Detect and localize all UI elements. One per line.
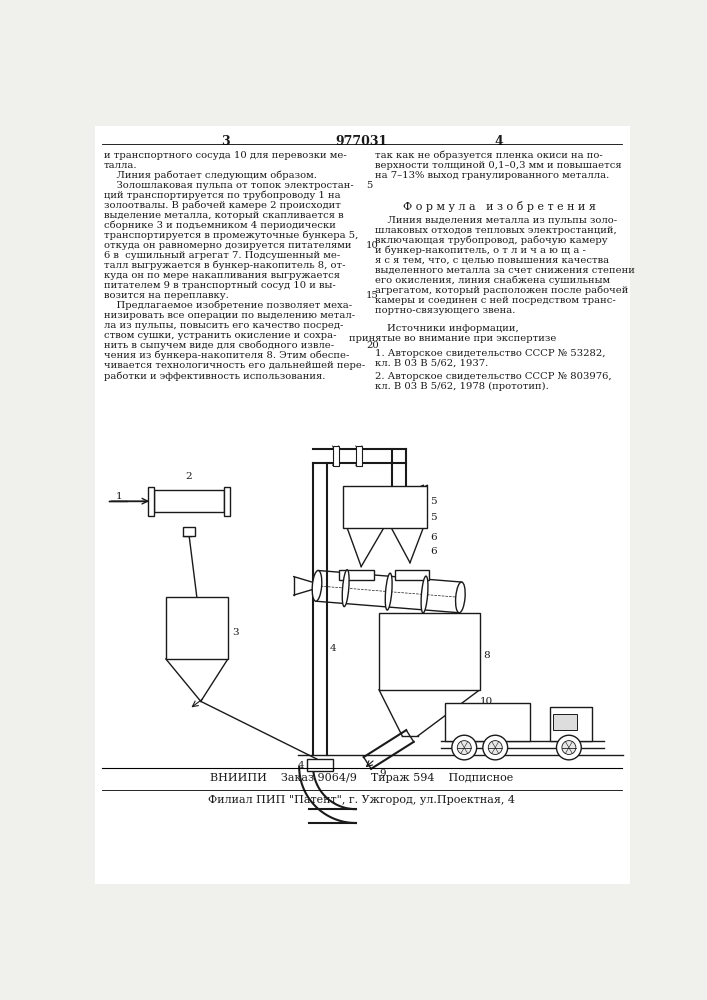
Bar bbox=[332, 446, 339, 466]
Text: ством сушки, устранить окисление и сохра-: ством сушки, устранить окисление и сохра… bbox=[104, 331, 337, 340]
Text: кл. В 03 В 5/62, 1937.: кл. В 03 В 5/62, 1937. bbox=[375, 359, 489, 368]
Text: 10: 10 bbox=[480, 698, 493, 706]
Text: Линия выделения металла из пульпы золо-: Линия выделения металла из пульпы золо- bbox=[375, 216, 617, 225]
Text: 6 в  сушильный агрегат 7. Подсушенный ме-: 6 в сушильный агрегат 7. Подсушенный ме- bbox=[104, 251, 340, 260]
Text: чения из бункера-накопителя 8. Этим обеспе-: чения из бункера-накопителя 8. Этим обес… bbox=[104, 351, 349, 360]
Text: ла из пульпы, повысить его качество посред-: ла из пульпы, повысить его качество поср… bbox=[104, 321, 344, 330]
Text: 4: 4 bbox=[298, 761, 304, 770]
Ellipse shape bbox=[455, 582, 465, 613]
Text: талла.: талла. bbox=[104, 161, 137, 170]
Text: 8: 8 bbox=[484, 651, 490, 660]
Text: откуда он равномерно дозируется питателями: откуда он равномерно дозируется питателя… bbox=[104, 241, 351, 250]
Text: на 7–13% выход гранулированного металла.: на 7–13% выход гранулированного металла. bbox=[375, 171, 609, 180]
Text: 15: 15 bbox=[366, 291, 379, 300]
Text: портно-связующего звена.: портно-связующего звена. bbox=[375, 306, 515, 315]
Circle shape bbox=[452, 735, 477, 760]
Text: чивается технологичность его дальнейшей пере-: чивается технологичность его дальнейшей … bbox=[104, 361, 365, 370]
Text: шлаковых отходов тепловых электростанций,: шлаковых отходов тепловых электростанций… bbox=[375, 226, 617, 235]
Bar bbox=[554, 714, 577, 730]
Text: так как не образуется пленка окиси на по-: так как не образуется пленка окиси на по… bbox=[375, 151, 603, 160]
Text: кл. В 03 В 5/62, 1978 (прототип).: кл. В 03 В 5/62, 1978 (прототип). bbox=[375, 382, 549, 391]
Text: верхности толщиной 0,1–0,3 мм и повышается: верхности толщиной 0,1–0,3 мм и повышает… bbox=[375, 161, 621, 170]
Text: талл выгружается в бункер-накопитель 8, от-: талл выгружается в бункер-накопитель 8, … bbox=[104, 261, 346, 270]
Text: 1: 1 bbox=[116, 492, 123, 501]
Bar bbox=[224, 487, 230, 516]
Text: выделение металла, который скапливается в: выделение металла, который скапливается … bbox=[104, 211, 344, 220]
Ellipse shape bbox=[385, 573, 392, 610]
Text: ВНИИПИ    Заказ 9064/9    Тираж 594    Подписное: ВНИИПИ Заказ 9064/9 Тираж 594 Подписное bbox=[210, 773, 513, 783]
Text: 6: 6 bbox=[430, 547, 437, 556]
Text: Филиал ПИП "Патент", г. Ужгород, ул.Проектная, 4: Филиал ПИП "Патент", г. Ужгород, ул.Прое… bbox=[209, 795, 515, 805]
Text: питателем 9 в транспортный сосуд 10 и вы-: питателем 9 в транспортный сосуд 10 и вы… bbox=[104, 281, 336, 290]
Bar bbox=[166, 597, 228, 659]
Ellipse shape bbox=[342, 570, 349, 607]
Text: 2. Авторское свидетельство СССР № 803976,: 2. Авторское свидетельство СССР № 803976… bbox=[375, 372, 612, 381]
Text: 5: 5 bbox=[430, 513, 437, 522]
Text: Линия работает следующим образом.: Линия работает следующим образом. bbox=[104, 171, 317, 180]
Text: 3: 3 bbox=[221, 135, 230, 148]
Bar bbox=[339, 570, 374, 580]
Bar bbox=[148, 487, 154, 516]
Bar bbox=[445, 703, 530, 741]
Bar bbox=[154, 490, 224, 512]
Circle shape bbox=[556, 735, 581, 760]
Text: и бункер-накопитель, о т л и ч а ю щ а -: и бункер-накопитель, о т л и ч а ю щ а - bbox=[375, 246, 586, 255]
Text: Ф о р м у л а   и з о б р е т е н и я: Ф о р м у л а и з о б р е т е н и я bbox=[403, 201, 595, 212]
Text: Предлагаемое изобретение позволяет меха-: Предлагаемое изобретение позволяет меха- bbox=[104, 301, 352, 310]
Bar bbox=[395, 570, 429, 580]
Text: куда он по мере накапливания выгружается: куда он по мере накапливания выгружается bbox=[104, 271, 340, 280]
Text: нить в сыпучем виде для свободного извле-: нить в сыпучем виде для свободного извле… bbox=[104, 341, 334, 350]
Text: 9: 9 bbox=[379, 769, 385, 778]
Text: 5: 5 bbox=[430, 497, 437, 506]
Text: золоотвалы. В рабочей камере 2 происходит: золоотвалы. В рабочей камере 2 происходи… bbox=[104, 201, 341, 210]
Text: 1. Авторское свидетельство СССР № 53282,: 1. Авторское свидетельство СССР № 53282, bbox=[375, 349, 606, 358]
Text: включающая трубопровод, рабочую камеру: включающая трубопровод, рабочую камеру bbox=[375, 236, 608, 245]
Text: 20: 20 bbox=[366, 341, 378, 350]
Ellipse shape bbox=[312, 570, 322, 601]
Text: выделенного металла за счет снижения степени: выделенного металла за счет снижения сте… bbox=[375, 266, 635, 275]
Text: 7: 7 bbox=[429, 628, 436, 637]
Text: Источники информации,: Источники информации, bbox=[387, 324, 518, 333]
Text: 10: 10 bbox=[366, 241, 379, 250]
Text: 6: 6 bbox=[430, 533, 437, 542]
Text: сборнике 3 и подъемником 4 периодически: сборнике 3 и подъемником 4 периодически bbox=[104, 221, 336, 230]
Bar bbox=[183, 527, 195, 536]
Bar bbox=[307, 759, 333, 771]
Text: Золошлаковая пульпа от топок электростан-: Золошлаковая пульпа от топок электростан… bbox=[104, 181, 354, 190]
Text: 4: 4 bbox=[495, 135, 503, 148]
Bar bbox=[549, 707, 592, 741]
Text: транспортируется в промежуточные бункера 5,: транспортируется в промежуточные бункера… bbox=[104, 231, 358, 240]
Bar bbox=[379, 613, 480, 690]
Text: 3: 3 bbox=[232, 628, 238, 637]
Text: низировать все операции по выделению метал-: низировать все операции по выделению мет… bbox=[104, 311, 355, 320]
Circle shape bbox=[483, 735, 508, 760]
Bar bbox=[344, 486, 427, 528]
Bar bbox=[356, 446, 362, 466]
Text: 5: 5 bbox=[366, 181, 372, 190]
Ellipse shape bbox=[421, 576, 428, 613]
Text: и транспортного сосуда 10 для перевозки ме-: и транспортного сосуда 10 для перевозки … bbox=[104, 151, 346, 160]
Text: 2: 2 bbox=[185, 472, 192, 481]
Text: 977031: 977031 bbox=[336, 135, 388, 148]
Text: 4: 4 bbox=[329, 644, 336, 653]
Text: я с я тем, что, с целью повышения качества: я с я тем, что, с целью повышения качест… bbox=[375, 256, 609, 265]
Circle shape bbox=[562, 741, 575, 754]
Text: возится на переплавку.: возится на переплавку. bbox=[104, 291, 228, 300]
Text: агрегатом, который расположен после рабочей: агрегатом, который расположен после рабо… bbox=[375, 286, 629, 295]
Text: камеры и соединен с ней посредством транс-: камеры и соединен с ней посредством тран… bbox=[375, 296, 616, 305]
Text: его окисления, линия снабжена сушильным: его окисления, линия снабжена сушильным bbox=[375, 276, 610, 285]
Text: работки и эффективность использования.: работки и эффективность использования. bbox=[104, 371, 325, 381]
Circle shape bbox=[457, 741, 472, 754]
Text: принятые во внимание при экспертизе: принятые во внимание при экспертизе bbox=[349, 334, 556, 343]
Text: ций транспортируется по трубопроводу 1 на: ций транспортируется по трубопроводу 1 н… bbox=[104, 191, 341, 200]
Circle shape bbox=[489, 741, 502, 754]
